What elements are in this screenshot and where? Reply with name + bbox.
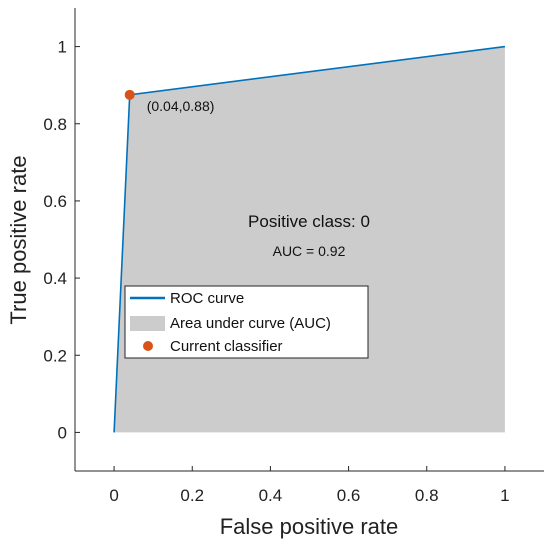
current-classifier-label: (0.04,0.88) — [147, 98, 215, 114]
x-axis-label: False positive rate — [220, 514, 399, 539]
y-tick-label: 0.8 — [43, 115, 67, 134]
auc-annotation: AUC = 0.92 — [273, 243, 346, 259]
legend-classifier-label: Current classifier — [170, 338, 283, 355]
x-tick-label: 0.6 — [337, 486, 361, 505]
class-annotation: Positive class: 0 — [248, 212, 370, 231]
x-tick-label: 0.8 — [415, 486, 439, 505]
y-axis-ticks: 0 0.2 0.4 0.6 0.8 1 — [43, 38, 80, 442]
plot-area: (0.04,0.88) — [113, 45, 506, 433]
legend-auc-swatch — [130, 316, 165, 331]
current-classifier-point — [124, 89, 135, 100]
y-tick-label: 0.2 — [43, 346, 67, 365]
legend-auc-label: Area under curve (AUC) — [170, 315, 331, 332]
y-tick-label: 0.6 — [43, 192, 67, 211]
x-axis-ticks: 0 0.2 0.4 0.6 0.8 1 — [109, 466, 510, 505]
x-tick-label: 0.2 — [180, 486, 204, 505]
x-tick-label: 0 — [109, 486, 118, 505]
legend-classifier-swatch — [143, 341, 153, 351]
x-tick-label: 1 — [500, 486, 509, 505]
legend: ROC curve Area under curve (AUC) Current… — [124, 285, 369, 359]
x-tick-label: 0.4 — [259, 486, 283, 505]
legend-box — [124, 285, 369, 359]
y-axis-label: True positive rate — [6, 155, 31, 324]
y-tick-label: 0 — [58, 423, 67, 442]
y-tick-label: 0.4 — [43, 269, 67, 288]
y-tick-label: 1 — [58, 38, 67, 57]
legend-roc-label: ROC curve — [170, 290, 244, 307]
